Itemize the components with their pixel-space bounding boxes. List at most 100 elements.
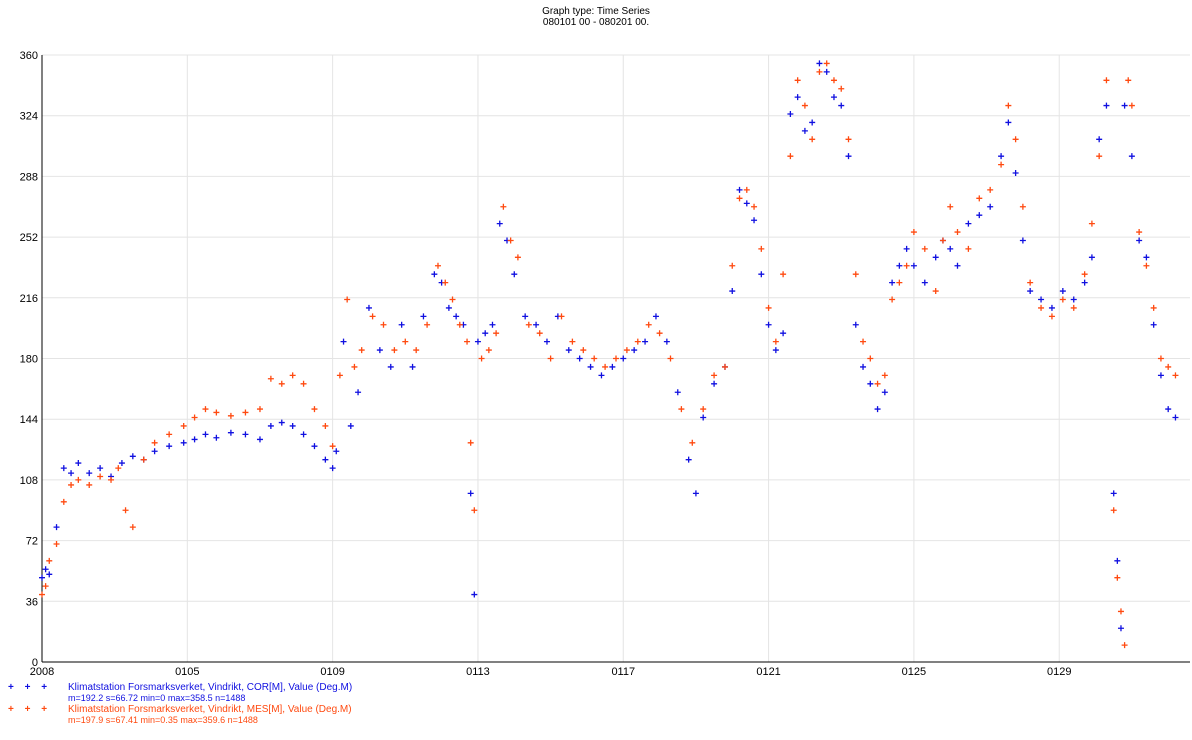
mes-point: [998, 161, 1005, 168]
cor-point: [1070, 296, 1077, 303]
mes-point: [507, 237, 514, 244]
cor-point: [845, 153, 852, 160]
mes-point: [845, 136, 852, 143]
mes-point: [166, 431, 173, 438]
mes-point: [623, 347, 630, 354]
cor-point: [867, 380, 874, 387]
cor-point: [46, 571, 53, 578]
mes-point: [1038, 304, 1045, 311]
mes-point: [300, 380, 307, 387]
cor-point: [587, 363, 594, 370]
cor-point: [213, 434, 220, 441]
mes-point: [700, 406, 707, 413]
mes-point: [939, 237, 946, 244]
legend-marker-mes: + + +: [8, 704, 52, 715]
mes-point: [1117, 608, 1124, 615]
cor-point: [60, 465, 67, 472]
cor-point: [289, 422, 296, 429]
cor-point: [674, 389, 681, 396]
cor-point: [1114, 557, 1121, 564]
mes-point: [129, 524, 136, 531]
mes-point: [634, 338, 641, 345]
cor-point: [954, 262, 961, 269]
mes-point: [772, 338, 779, 345]
chart-subtitle: 080101 00 - 080201 00.: [542, 17, 650, 28]
mes-point: [1150, 304, 1157, 311]
cor-point: [1088, 254, 1095, 261]
mes-point: [823, 60, 830, 67]
mes-point: [97, 473, 104, 480]
mes-point: [329, 443, 336, 450]
mes-point: [449, 296, 456, 303]
x-tick-label: 0105: [175, 666, 199, 678]
mes-point: [191, 414, 198, 421]
mes-point: [591, 355, 598, 362]
mes-point: [242, 409, 249, 416]
cor-point: [333, 448, 340, 455]
cor-point: [874, 406, 881, 413]
y-tick-label: 252: [20, 232, 38, 244]
mes-point: [322, 422, 329, 429]
cor-point: [881, 389, 888, 396]
mes-point: [115, 465, 122, 472]
x-tick-label: 0129: [1047, 666, 1071, 678]
mes-point: [227, 412, 234, 419]
cor-point: [151, 448, 158, 455]
cor-point: [1027, 288, 1034, 295]
cor-point: [816, 60, 823, 67]
cor-point: [118, 460, 125, 467]
mes-point: [213, 409, 220, 416]
mes-point: [976, 195, 983, 202]
mes-point: [344, 296, 351, 303]
mes-point: [743, 186, 750, 193]
cor-point: [420, 313, 427, 320]
cor-point: [1059, 288, 1066, 295]
cor-point: [729, 288, 736, 295]
cor-point: [787, 111, 794, 118]
mes-point: [358, 347, 365, 354]
cor-point: [365, 304, 372, 311]
mes-point: [569, 338, 576, 345]
mes-point: [910, 229, 917, 236]
x-tick-label: 0121: [756, 666, 780, 678]
mes-point: [1125, 77, 1132, 84]
mes-point: [830, 77, 837, 84]
mes-point: [1128, 102, 1135, 109]
mes-point: [42, 583, 49, 590]
mes-point: [558, 313, 565, 320]
cor-point: [1150, 321, 1157, 328]
mes-point: [602, 363, 609, 370]
y-tick-label: 0: [32, 657, 38, 669]
y-tick-label: 36: [26, 596, 38, 608]
mes-point: [816, 68, 823, 75]
legend-label-cor: Klimatstation Forsmarksverket, Vindrikt,…: [68, 682, 353, 693]
mes-point: [787, 153, 794, 160]
mes-point: [903, 262, 910, 269]
cor-point: [1012, 170, 1019, 177]
mes-point: [351, 363, 358, 370]
legend-label-mes: Klimatstation Forsmarksverket, Vindrikt,…: [68, 704, 352, 715]
mes-point: [442, 279, 449, 286]
cor-point: [609, 363, 616, 370]
cor-point: [903, 245, 910, 252]
mes-point: [689, 439, 696, 446]
cor-point: [965, 220, 972, 227]
mes-point: [1165, 363, 1172, 370]
cor-point: [736, 186, 743, 193]
x-tick-label: 2008: [30, 666, 54, 678]
cor-point: [685, 456, 692, 463]
mes-point: [514, 254, 521, 261]
cor-point: [1128, 153, 1135, 160]
mes-point: [413, 347, 420, 354]
mes-point: [721, 363, 728, 370]
mes-point: [1070, 304, 1077, 311]
mes-point: [471, 507, 478, 514]
mes-point: [380, 321, 387, 328]
mes-point: [678, 406, 685, 413]
y-tick-label: 360: [20, 50, 38, 62]
cor-point: [1117, 625, 1124, 632]
cor-point: [809, 119, 816, 126]
mes-point: [1096, 153, 1103, 160]
cor-point: [921, 279, 928, 286]
cor-point: [1019, 237, 1026, 244]
